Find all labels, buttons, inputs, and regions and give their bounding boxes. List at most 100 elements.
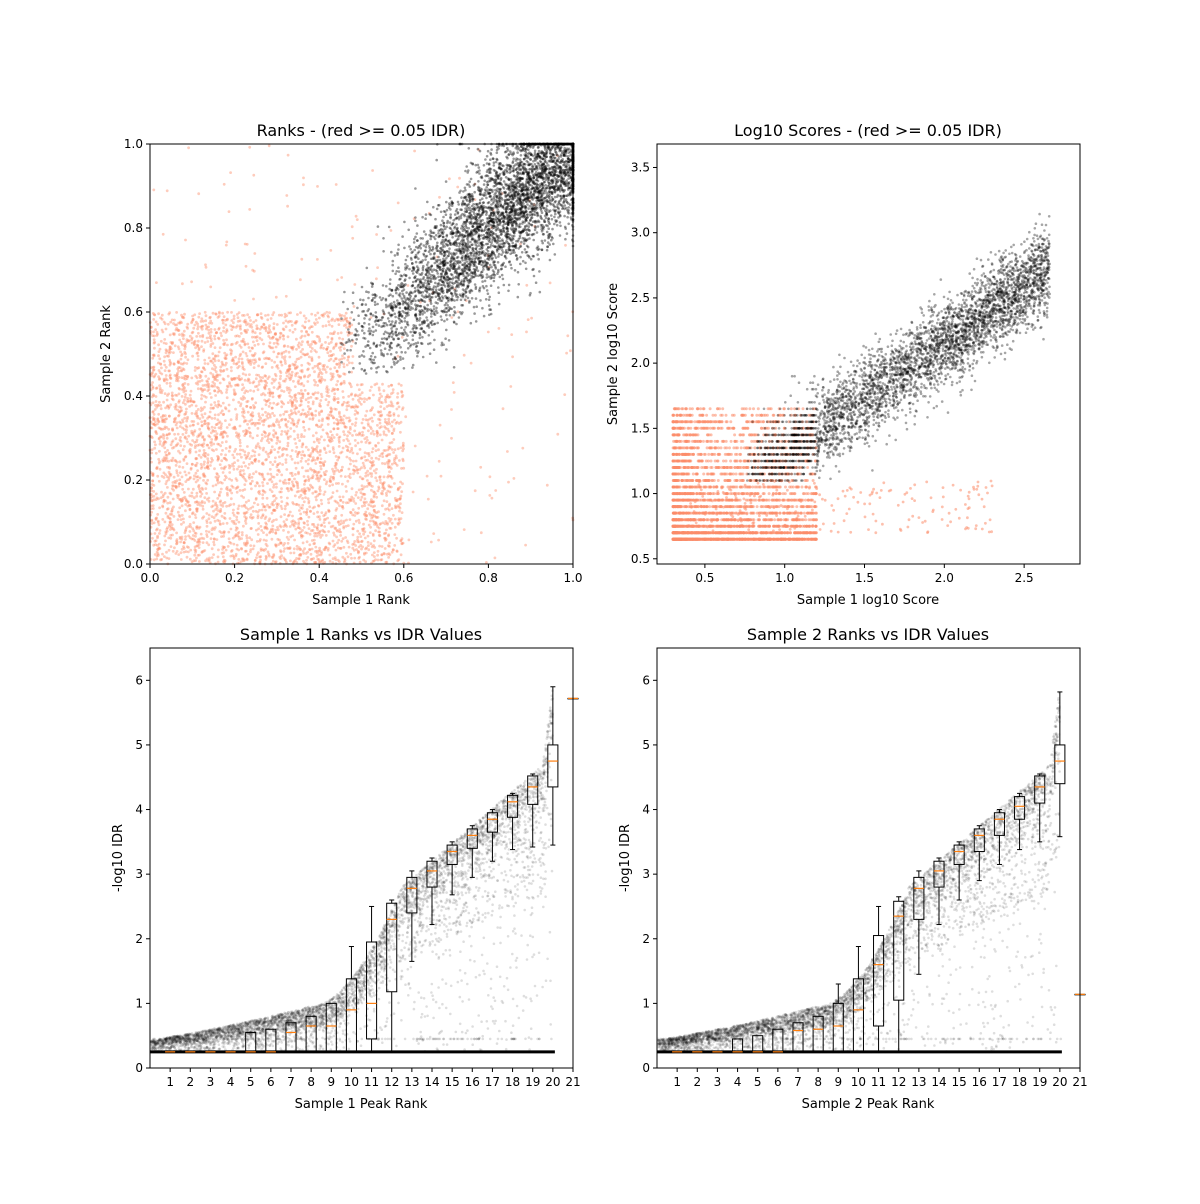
- ranks-point-fail: [439, 474, 443, 478]
- ranks-point-fail: [275, 338, 279, 341]
- ranks-point-fail: [244, 544, 248, 547]
- ranks-point-fail: [235, 479, 239, 482]
- ranks-point-fail: [262, 350, 266, 354]
- ranks-point-fail: [311, 402, 315, 406]
- ranks-point-fail: [334, 482, 338, 485]
- ranks-point-fail: [398, 459, 401, 462]
- ranks-point-fail: [295, 557, 298, 560]
- ranks-point-fail: [238, 452, 242, 456]
- ranks-point-fail: [296, 420, 300, 423]
- ranks-point-fail: [313, 560, 316, 564]
- ranks-point-fail: [360, 504, 364, 508]
- ranks-point-fail: [157, 412, 161, 416]
- ranks-point-fail: [203, 412, 207, 416]
- ranks-point-fail: [354, 421, 358, 425]
- ranks-point-fail: [380, 413, 384, 417]
- ranks-point-fail: [275, 436, 279, 439]
- ranks-point-fail: [214, 423, 218, 426]
- ranks-point-fail: [200, 551, 204, 554]
- ranks-point-fail: [244, 522, 248, 525]
- ranks-point-fail: [246, 390, 250, 393]
- ranks-point-fail: [249, 515, 252, 519]
- ranks-point-fail: [171, 456, 175, 460]
- ranks-point-fail: [386, 475, 390, 479]
- ranks-point-fail: [355, 512, 359, 515]
- ranks-point-fail: [166, 495, 170, 499]
- ranks-point-fail: [371, 505, 375, 509]
- ranks-point-fail: [259, 416, 263, 420]
- ranks-point-fail: [217, 310, 221, 314]
- ranks-point-fail: [194, 404, 198, 408]
- ranks-point-fail: [234, 334, 238, 338]
- ranks-point-fail: [272, 342, 276, 345]
- ranks-point-fail: [217, 359, 221, 362]
- ranks-point-fail: [308, 532, 312, 536]
- ranks-point-fail: [267, 441, 271, 444]
- ranks-point-fail: [257, 364, 260, 368]
- ranks-point-fail: [213, 346, 217, 349]
- ranks-point-fail: [199, 462, 203, 466]
- ranks-point-fail: [301, 450, 305, 454]
- ranks-point-fail: [395, 536, 398, 540]
- ranks-point-fail: [266, 482, 269, 485]
- ranks-point-fail: [153, 408, 157, 411]
- ranks-point-fail: [393, 517, 397, 521]
- ranks-point-fail: [316, 391, 320, 395]
- ranks-point-fail: [312, 512, 316, 515]
- ranks-point-fail: [311, 392, 315, 396]
- ranks-point-fail: [201, 415, 205, 419]
- ranks-point-fail: [186, 504, 190, 508]
- ranks-point-fail: [241, 367, 245, 370]
- ranks-point-fail: [245, 242, 249, 246]
- ranks-point-fail: [329, 496, 332, 500]
- ranks-point-fail: [165, 480, 169, 483]
- ranks-point-fail: [196, 327, 200, 331]
- ranks-point-fail: [398, 485, 402, 489]
- ranks-point-fail: [308, 505, 312, 509]
- ranks-point-fail: [383, 425, 386, 428]
- ranks-point-fail: [168, 512, 172, 516]
- ranks-point-fail: [375, 479, 379, 483]
- ranks-point-fail: [206, 478, 210, 482]
- ranks-point-fail: [294, 366, 297, 370]
- ranks-point-fail: [229, 324, 233, 328]
- ranks-point-fail: [345, 490, 348, 493]
- ranks-point-fail: [298, 509, 301, 512]
- ranks-point-fail: [279, 374, 282, 378]
- ranks-point-fail: [330, 389, 334, 393]
- ranks-point-fail: [165, 189, 169, 193]
- ranks-point-fail: [380, 401, 384, 405]
- ranks-point-fail: [316, 311, 320, 315]
- ranks-point-fail: [231, 462, 235, 466]
- ranks-point-fail: [229, 171, 233, 175]
- ranks-point-fail: [297, 531, 301, 535]
- ranks-point-fail: [316, 450, 320, 454]
- ranks-point-fail: [220, 481, 224, 485]
- ranks-point-fail: [314, 490, 318, 494]
- ranks-point-fail: [199, 532, 203, 536]
- ranks-point-fail: [305, 511, 308, 514]
- ranks-point-fail: [311, 523, 314, 526]
- ranks-point-fail: [301, 443, 305, 446]
- ranks-point-fail: [248, 381, 252, 385]
- ranks-point-fail: [368, 531, 372, 534]
- ranks-point-fail: [253, 501, 256, 505]
- ranks-point-fail: [240, 357, 244, 361]
- ranks-point-fail: [198, 503, 202, 507]
- ranks-point-fail: [309, 558, 313, 561]
- ranks-point-fail: [153, 440, 157, 444]
- ranks-point-fail: [171, 341, 175, 344]
- ranks-point-fail: [292, 379, 295, 383]
- ranks-point-fail: [213, 337, 217, 341]
- ranks-point-fail: [190, 443, 194, 447]
- ranks-point-fail: [511, 355, 514, 359]
- ranks-point-fail: [373, 383, 377, 387]
- ranks-point-fail: [168, 467, 172, 470]
- ranks-point-fail: [200, 420, 204, 424]
- ranks-point-fail: [284, 458, 288, 461]
- ranks-point-fail: [260, 433, 264, 437]
- ranks-point-fail: [230, 550, 233, 553]
- ranks-point-fail: [194, 516, 198, 519]
- ranks-point-fail: [211, 499, 215, 503]
- ranks-point-fail: [324, 398, 328, 401]
